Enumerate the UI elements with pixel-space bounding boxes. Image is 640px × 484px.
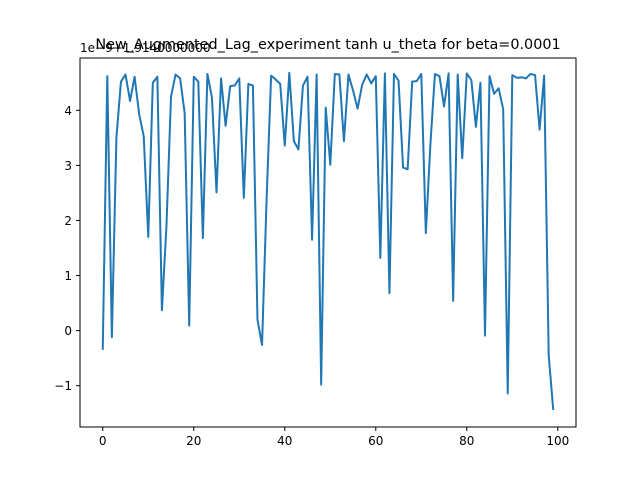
- x-tick-label: 80: [459, 434, 474, 448]
- y-tick-label: 1: [64, 269, 72, 283]
- x-axis: 0 20 40 60 80 100: [99, 427, 569, 448]
- series-layer: [101, 71, 555, 411]
- x-tick-label: 60: [368, 434, 383, 448]
- series-line: [101, 71, 555, 411]
- y-axis: −1 0 1 2 3 4: [54, 104, 80, 393]
- x-tick-label: 100: [546, 434, 569, 448]
- y-offset-label: 1e−9+1.9140000000: [80, 41, 211, 55]
- y-tick-label: −1: [54, 379, 72, 393]
- chart-title: New_Augmented_Lag_experiment tanh u_thet…: [95, 37, 560, 53]
- x-tick-label: 20: [186, 434, 201, 448]
- y-tick-label: 4: [64, 104, 72, 118]
- x-tick-label: 0: [99, 434, 107, 448]
- plot-frame: [79, 57, 577, 428]
- x-tick-label: 40: [277, 434, 292, 448]
- y-tick-label: 0: [64, 324, 72, 338]
- y-tick-label: 3: [64, 159, 72, 173]
- y-tick-label: 2: [64, 214, 72, 228]
